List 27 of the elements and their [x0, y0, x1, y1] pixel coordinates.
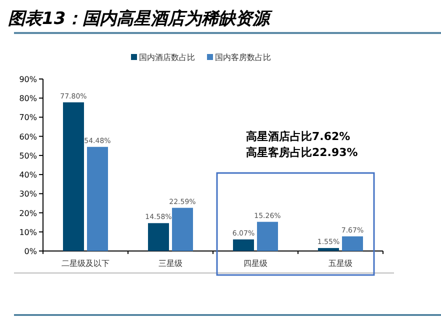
x-tick-label: 二星级及以下: [62, 259, 110, 268]
x-tick-label: 四星级: [244, 259, 268, 268]
y-tick-label: 10%: [19, 228, 38, 237]
bar: [172, 208, 193, 251]
x-tick-label: 五星级: [328, 259, 352, 268]
bar: [342, 236, 363, 251]
y-tick-label: 40%: [19, 170, 38, 180]
bar: [257, 222, 278, 251]
bar: [63, 102, 84, 251]
bar: [233, 239, 254, 251]
y-tick-label: 0%: [24, 247, 38, 256]
x-tick-label: 三星级: [158, 259, 182, 268]
annotation: 高星客房占比22.93%: [246, 146, 358, 159]
legend-label: 国内客房数占比: [215, 53, 271, 62]
bar: [318, 248, 339, 251]
bar: [87, 146, 108, 251]
y-tick-label: 80%: [19, 94, 38, 104]
y-tick-label: 30%: [19, 190, 38, 199]
annotation: 高星酒店占比7.62%: [246, 130, 350, 143]
chart-title: 图表13：国内高星酒店为稀缺资源: [8, 9, 274, 29]
y-tick-label: 70%: [19, 113, 38, 122]
y-tick-label: 20%: [19, 208, 38, 218]
legend-label: 国内酒店数占比: [139, 53, 195, 62]
y-tick-label: 90%: [19, 75, 38, 84]
bar: [148, 223, 169, 251]
y-tick-label: 60%: [19, 132, 38, 142]
y-tick-label: 50%: [19, 151, 38, 160]
